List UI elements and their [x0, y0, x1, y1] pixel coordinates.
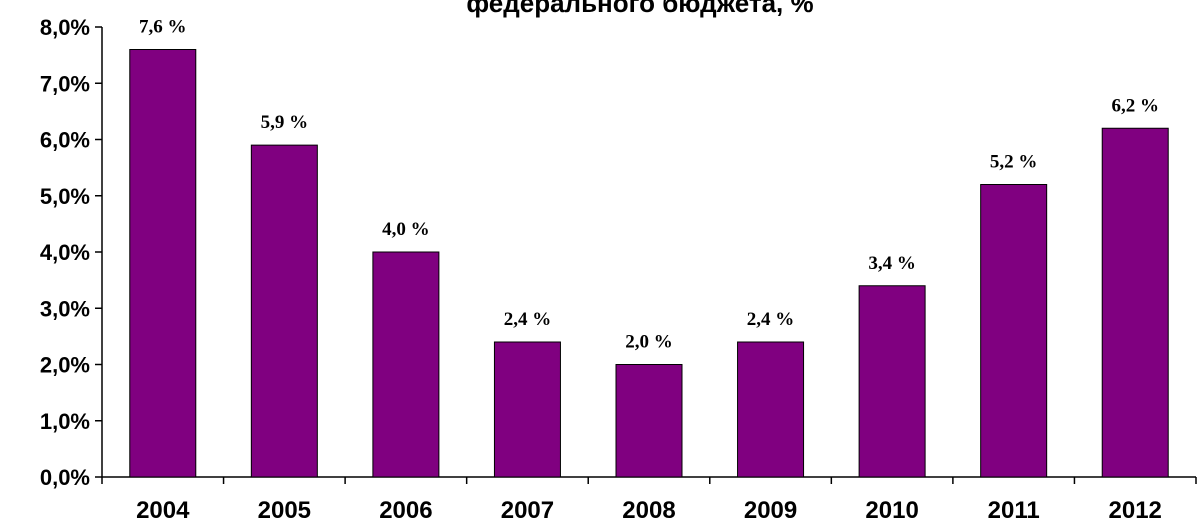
bars [129, 49, 1169, 478]
bar [615, 364, 683, 478]
x-tick-label: 2008 [622, 497, 675, 524]
bar [372, 251, 440, 478]
x-tick-label: 2009 [744, 497, 797, 524]
bar [493, 341, 561, 478]
x-tick-label: 2012 [1109, 497, 1162, 524]
bar [250, 144, 318, 478]
data-label: 6,2 % [1111, 95, 1159, 116]
y-tick-label: 8,0% [40, 15, 90, 40]
x-tick-label: 2007 [501, 497, 554, 524]
y-tick-label: 7,0% [40, 71, 90, 96]
x-tick-label: 2011 [988, 497, 1040, 524]
y-tick-label: 4,0% [40, 240, 90, 265]
y-tick-label: 1,0% [40, 409, 90, 434]
y-tick-label: 0,0% [40, 465, 90, 490]
x-tick-label: 2004 [136, 497, 190, 524]
y-tick-label: 5,0% [40, 184, 90, 209]
data-label: 3,4 % [868, 253, 916, 274]
bar [1101, 127, 1169, 478]
y-tick-label: 2,0% [40, 353, 90, 378]
data-label: 5,9 % [261, 112, 309, 133]
x-tick-label: 2010 [865, 497, 918, 524]
y-tick-label: 6,0% [40, 128, 90, 153]
data-label: 2,4 % [504, 309, 552, 330]
y-axis: 0,0% 1,0% 2,0% 3,0% 4,0% 5,0% 6,0% 7,0% 8,0% [40, 15, 103, 490]
data-label: 2,4 % [747, 309, 795, 330]
x-tick-label: 2005 [258, 497, 311, 524]
bar [737, 341, 805, 478]
data-label: 5,2 % [990, 152, 1038, 173]
bar [858, 285, 926, 478]
bar [129, 49, 197, 478]
chart-title: федерального бюджета, % [466, 0, 813, 18]
data-label: 4,0 % [382, 219, 430, 240]
x-axis: 2004 2005 2006 2007 2008 2009 2010 2011 2012 [101, 476, 1197, 524]
x-tick-label: 2006 [379, 497, 432, 524]
data-label: 7,6 % [139, 17, 187, 38]
data-label: 2,0 % [625, 332, 673, 353]
data-labels: 7,6 % 5,9 % 4,0 % 2,4 % 2,0 % 2,4 % 3,4 % 5,2 %… [139, 17, 1159, 353]
y-tick-label: 3,0% [40, 296, 90, 321]
bar [980, 184, 1048, 478]
